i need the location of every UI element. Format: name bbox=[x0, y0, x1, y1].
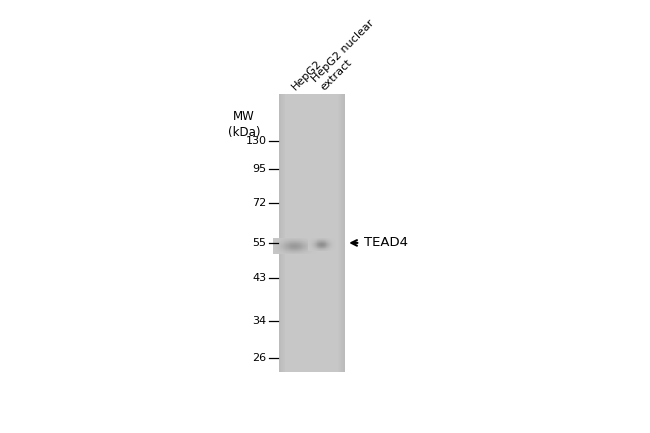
Text: 130: 130 bbox=[246, 136, 266, 145]
Text: 95: 95 bbox=[252, 164, 266, 174]
Bar bbox=[341, 94, 343, 372]
Bar bbox=[338, 94, 339, 372]
Text: 34: 34 bbox=[252, 316, 266, 326]
Text: 43: 43 bbox=[252, 273, 266, 283]
Text: HepG2 nuclear
extract: HepG2 nuclear extract bbox=[310, 18, 384, 92]
Bar bbox=[284, 94, 285, 372]
Bar bbox=[280, 94, 281, 372]
Text: 72: 72 bbox=[252, 198, 266, 208]
Text: 55: 55 bbox=[252, 238, 266, 248]
Bar bbox=[340, 94, 341, 372]
Bar bbox=[279, 94, 280, 372]
Bar bbox=[283, 94, 284, 372]
Bar bbox=[339, 94, 340, 372]
Bar bbox=[282, 94, 283, 372]
Text: 26: 26 bbox=[252, 352, 266, 363]
Text: TEAD4: TEAD4 bbox=[364, 236, 408, 249]
Text: HepG2: HepG2 bbox=[290, 58, 324, 92]
Text: MW
(kDa): MW (kDa) bbox=[227, 110, 260, 139]
Bar bbox=[279, 94, 345, 372]
Bar bbox=[343, 94, 344, 372]
Bar bbox=[281, 94, 282, 372]
